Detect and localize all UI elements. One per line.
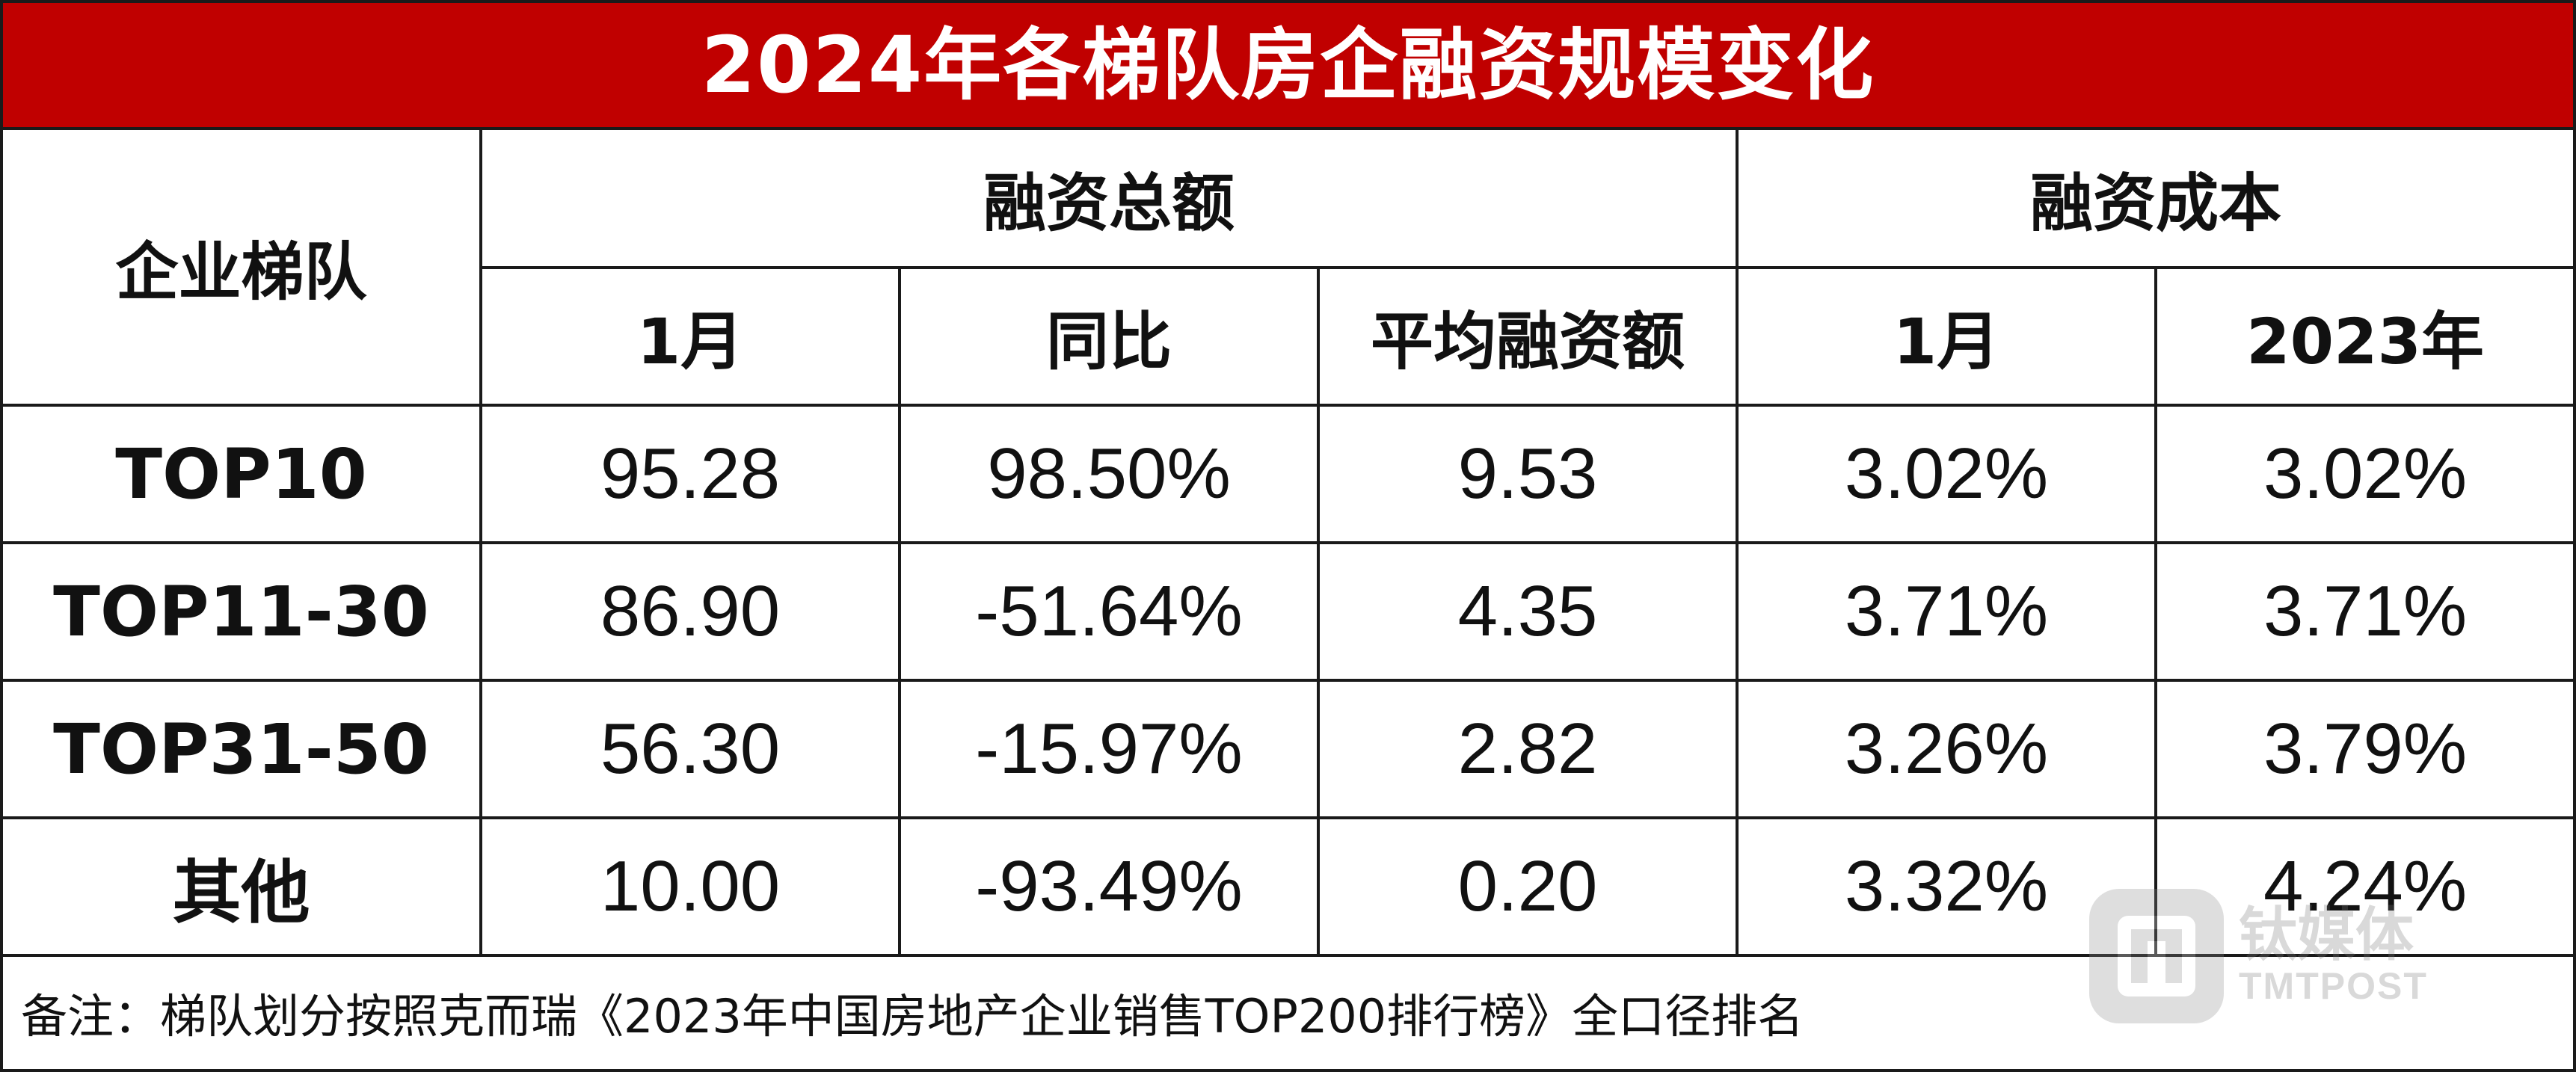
footnote-row: 备注：梯队划分按照克而瑞《2023年中国房地产企业销售TOP200排行榜》全口径…: [3, 952, 2573, 1072]
yoy-cell: 98.50%: [898, 404, 1320, 544]
table-row: TOP31-50 56.30 -15.97% 2.82 3.26% 3.79%: [3, 679, 2574, 819]
total-jan-cell: 56.30: [479, 679, 901, 819]
total-jan-cell: 10.00: [479, 816, 901, 957]
watermark-en: TMTPOST: [2239, 965, 2428, 1008]
table-title: 2024年各梯队房企融资规模变化: [701, 19, 1875, 111]
footnote: 备注：梯队划分按照克而瑞《2023年中国房地产企业销售TOP200排行榜》全口径…: [21, 989, 1804, 1044]
watermark-text: 钛媒体 TMTPOST: [2239, 905, 2428, 1008]
header-cost-jan: 1月: [1736, 266, 2158, 407]
cost-2023-cell: 3.79%: [2154, 679, 2574, 819]
yoy-cell: -15.97%: [898, 679, 1320, 819]
avg-cell: 0.20: [1316, 816, 1739, 957]
tier-cell: TOP11-30: [3, 541, 482, 682]
cost-2023-cell: 4.24%: [2154, 816, 2574, 957]
header-row-columns: 1月 同比 平均融资额 1月 2023年: [3, 266, 2574, 407]
avg-cell: 4.35: [1316, 541, 1739, 682]
yoy-cell: -51.64%: [898, 541, 1320, 682]
cost-jan-cell: 3.32%: [1736, 816, 2158, 957]
total-jan-cell: 86.90: [479, 541, 901, 682]
financing-table: 企业梯队 融资总额 融资成本 1月 同比 平均融资额 1月 2023年 TOP1…: [3, 130, 2574, 957]
table-row: TOP11-30 86.90 -51.64% 4.35 3.71% 3.71%: [3, 541, 2574, 682]
tmtpost-logo-icon: [2089, 889, 2224, 1023]
header-row-groups: 企业梯队 融资总额 融资成本: [3, 130, 2574, 407]
header-total-avg: 平均融资额: [1316, 266, 1739, 407]
header-tier: 企业梯队: [3, 130, 482, 407]
header-total-jan: 1月: [481, 266, 901, 407]
title-bar: 2024年各梯队房企融资规模变化: [3, 3, 2573, 130]
watermark-cn: 钛媒体: [2239, 901, 2414, 969]
tier-cell: 其他: [3, 816, 482, 957]
header-group-cost: 融资成本: [1736, 130, 2574, 269]
cost-jan-cell: 3.26%: [1736, 679, 2158, 819]
table-row: TOP10 95.28 98.50% 9.53 3.02% 3.02%: [3, 404, 2574, 544]
cost-jan-cell: 3.71%: [1736, 541, 2158, 682]
table-row: 其他 10.00 -93.49% 0.20 3.32% 4.24%: [3, 816, 2574, 957]
avg-cell: 2.82: [1316, 679, 1739, 819]
header-cost-2023: 2023年: [2154, 266, 2574, 407]
tier-cell: TOP31-50: [3, 679, 482, 819]
header-total-yoy: 同比: [898, 266, 1320, 407]
watermark: 钛媒体 TMTPOST: [2089, 881, 2478, 1031]
cost-2023-cell: 3.71%: [2154, 541, 2574, 682]
cost-2023-cell: 3.02%: [2154, 404, 2574, 544]
header-group-total: 融资总额: [479, 130, 1739, 269]
yoy-cell: -93.49%: [898, 816, 1320, 957]
total-jan-cell: 95.28: [479, 404, 901, 544]
avg-cell: 9.53: [1316, 404, 1739, 544]
tier-cell: TOP10: [3, 404, 482, 544]
cost-jan-cell: 3.02%: [1736, 404, 2158, 544]
